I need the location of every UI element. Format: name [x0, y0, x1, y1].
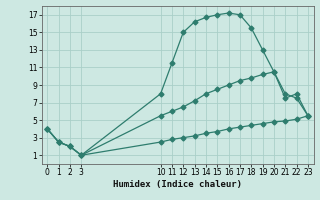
X-axis label: Humidex (Indice chaleur): Humidex (Indice chaleur) — [113, 180, 242, 189]
